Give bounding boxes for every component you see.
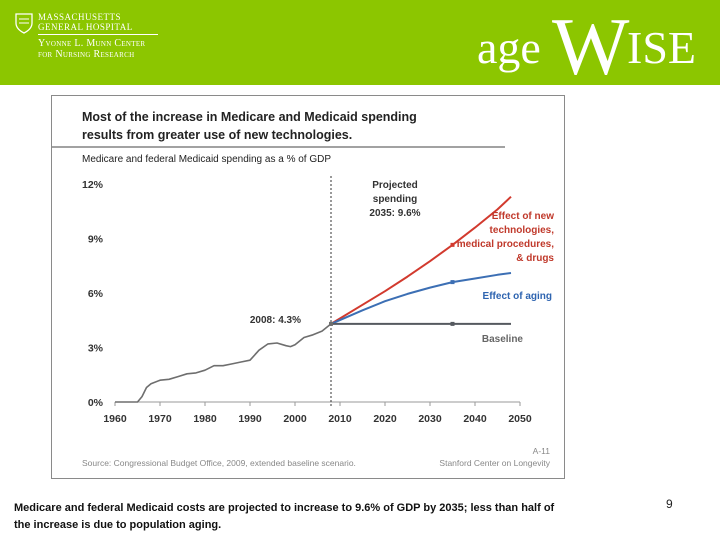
chart-title-line2: results from greater use of new technolo… xyxy=(82,128,352,142)
x-tick-label: 2040 xyxy=(463,413,487,425)
y-tick-label: 6% xyxy=(88,288,104,300)
annotation-tech-2: technologies, xyxy=(490,225,555,236)
annotation-baseline: Baseline xyxy=(482,334,524,345)
chart-title-line1: Most of the increase in Medicare and Med… xyxy=(82,110,417,124)
marker-effect-of-new-technologies-medical-procedures-drugs xyxy=(450,242,455,247)
credit-note: Stanford Center on Longevity xyxy=(439,458,550,468)
center-name: Yvonne L. Munn Center for Nursing Resear… xyxy=(38,38,145,60)
slide-caption: Medicare and federal Medicaid costs are … xyxy=(14,500,604,534)
annotation-projected-1: Projected xyxy=(372,180,418,191)
chart-subtitle: Medicare and federal Medicaid spending a… xyxy=(82,154,331,165)
x-tick-label: 2050 xyxy=(508,413,532,425)
agewise-logo: age W ISE xyxy=(477,8,696,78)
mgh-logo: Massachusetts General Hospital Yvonne L.… xyxy=(12,10,162,65)
y-tick-label: 0% xyxy=(88,397,104,409)
annotation-tech-1: Effect of new xyxy=(492,211,554,222)
x-tick-label: 2020 xyxy=(373,413,397,425)
caption-line2: the increase is due to population aging. xyxy=(14,519,222,531)
marker-historical xyxy=(329,321,333,326)
annotation-2008: 2008: 4.3% xyxy=(250,315,301,326)
y-tick-label: 3% xyxy=(88,343,104,355)
slide-id: A-11 xyxy=(533,446,551,456)
caption-line1: Medicare and federal Medicaid costs are … xyxy=(14,502,555,514)
x-tick-label: 2010 xyxy=(328,413,352,425)
y-tick-label: 12% xyxy=(82,179,104,191)
brand-prefix: age xyxy=(477,22,541,73)
x-tick-label: 2030 xyxy=(418,413,442,425)
annotation-projected-2: spending xyxy=(373,194,417,205)
x-tick-label: 1960 xyxy=(103,413,127,425)
header-banner: Massachusetts General Hospital Yvonne L.… xyxy=(0,0,720,85)
annotation-tech-3: medical procedures, xyxy=(457,239,554,250)
hospital-name-line1: Massachusetts xyxy=(38,12,122,22)
marker-baseline xyxy=(450,321,455,326)
hospital-name: Massachusetts General Hospital xyxy=(38,12,133,32)
annotation-aging: Effect of aging xyxy=(483,291,552,302)
page-number: 9 xyxy=(666,497,673,511)
y-tick-label: 9% xyxy=(88,234,104,246)
x-tick-label: 2000 xyxy=(283,413,307,425)
series-line-effect-of-aging xyxy=(330,272,512,325)
annotation-tech-4: & drugs xyxy=(516,253,554,264)
shield-icon xyxy=(15,13,33,34)
hospital-name-line2: General Hospital xyxy=(38,22,133,32)
chart-slide: Most of the increase in Medicare and Med… xyxy=(51,95,565,479)
x-tick-label: 1970 xyxy=(148,413,172,425)
center-name-line2: for Nursing Research xyxy=(38,49,135,60)
series-line-historical xyxy=(115,323,332,403)
logo-divider xyxy=(38,34,158,35)
series-line-effect-of-new-technologies-medical-procedures-drugs xyxy=(330,195,512,325)
brand-letter: W xyxy=(552,8,630,78)
brand-suffix: ISE xyxy=(627,22,696,73)
center-name-line1: Yvonne L. Munn Center xyxy=(38,38,146,49)
marker-effect-of-aging xyxy=(450,280,455,285)
medicare-spending-chart: Most of the increase in Medicare and Med… xyxy=(52,110,555,468)
x-tick-label: 1990 xyxy=(238,413,262,425)
source-note: Source: Congressional Budget Office, 200… xyxy=(82,458,356,468)
annotation-projected-3: 2035: 9.6% xyxy=(369,208,420,219)
x-tick-label: 1980 xyxy=(193,413,217,425)
